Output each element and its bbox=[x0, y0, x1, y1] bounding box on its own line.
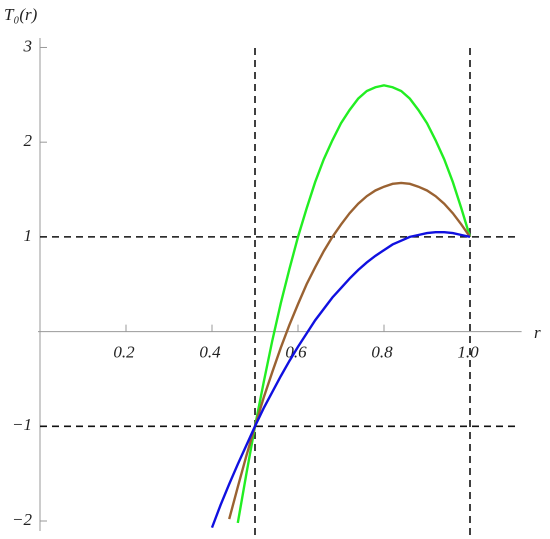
y-tick-label: −2 bbox=[12, 510, 32, 529]
x-tick-label: 1.0 bbox=[457, 342, 479, 361]
series-line bbox=[236, 84, 472, 524]
x-axis-label: r bbox=[534, 323, 541, 342]
x-tick-label: 0.4 bbox=[199, 342, 221, 361]
y-tick-label: 2 bbox=[24, 131, 33, 150]
series-line bbox=[210, 230, 471, 529]
series-line bbox=[228, 181, 471, 520]
y-tick-label: 3 bbox=[23, 36, 33, 55]
x-tick-label: 0.6 bbox=[285, 342, 307, 361]
y-axis-label: T₀(r) bbox=[4, 5, 38, 24]
y-tick-label: −1 bbox=[12, 415, 32, 434]
x-tick-label: 0.2 bbox=[113, 342, 135, 361]
x-tick-label: 0.8 bbox=[371, 342, 393, 361]
y-tick-label: 1 bbox=[24, 226, 33, 245]
